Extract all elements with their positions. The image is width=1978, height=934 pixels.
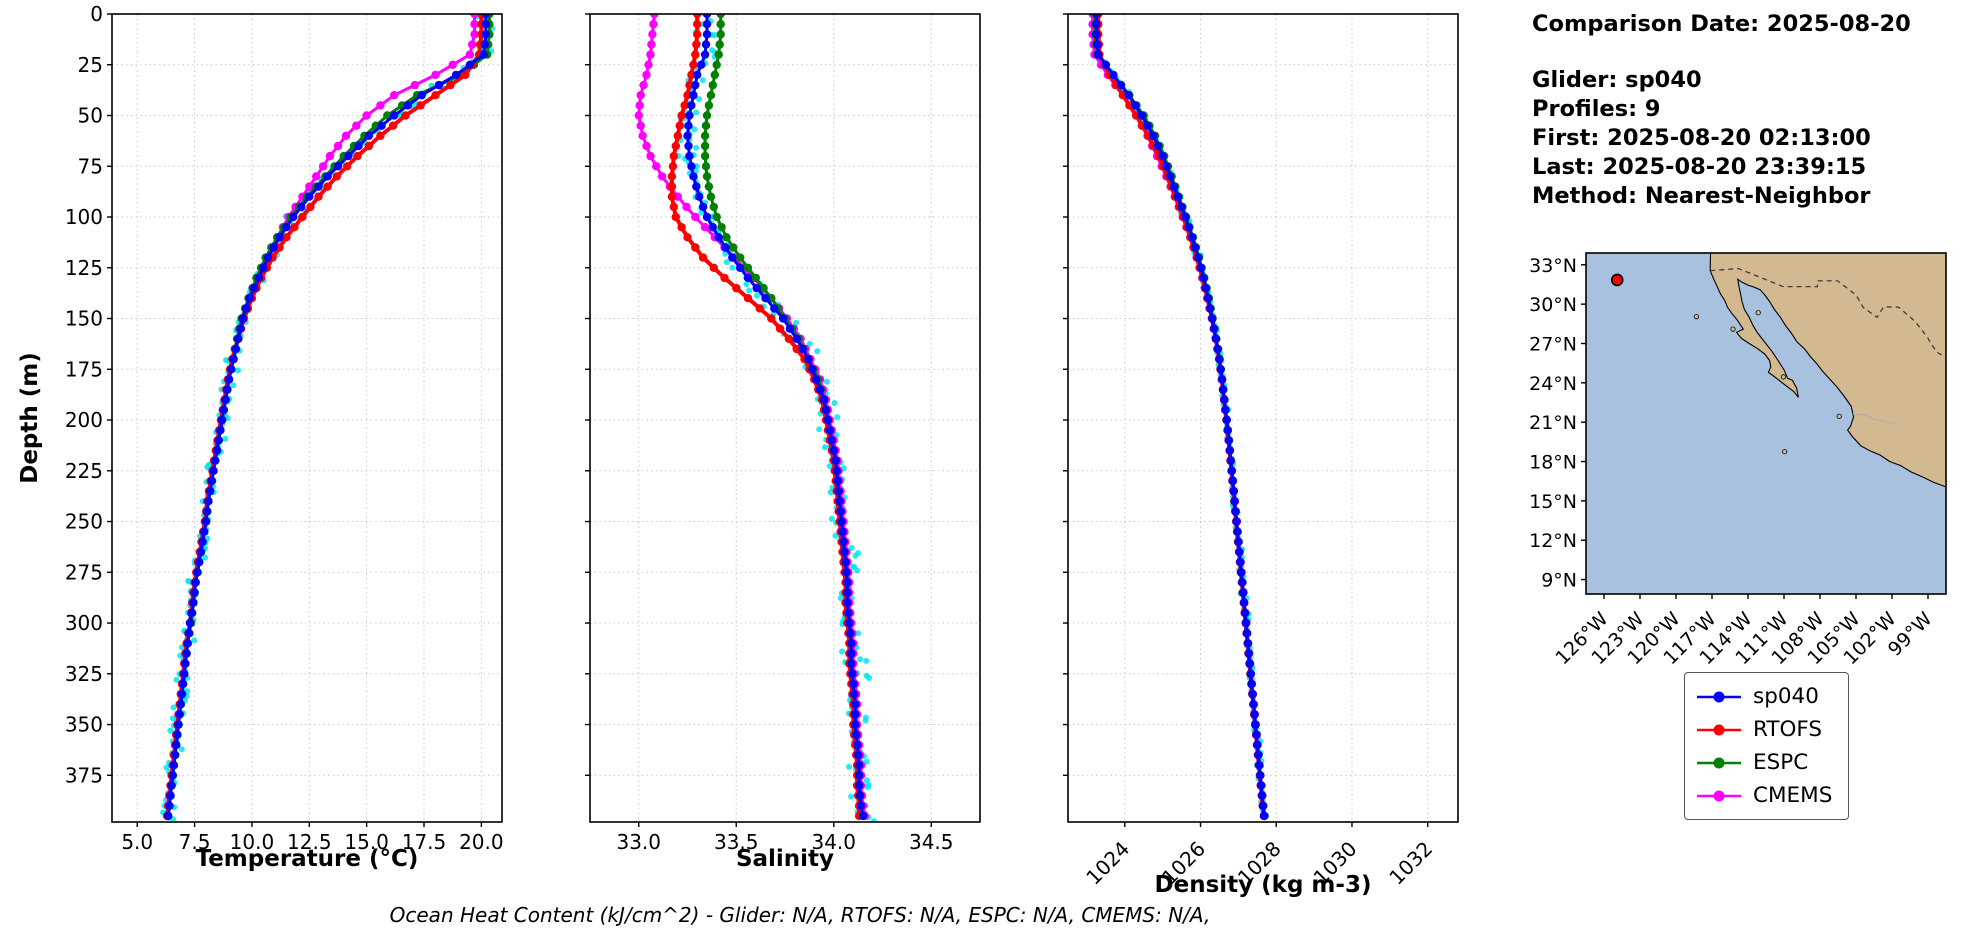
svg-text:125: 125	[65, 256, 103, 280]
glider-position-marker	[1610, 273, 1624, 287]
legend-label: sp040	[1753, 684, 1819, 709]
ohc-caption: Ocean Heat Content (kJ/cm^2) - Glider: N…	[389, 903, 1211, 927]
profiles-count: Profiles: 9	[1532, 96, 1661, 122]
method: Method: Nearest-Neighbor	[1532, 183, 1871, 209]
series-cmems	[162, 14, 479, 821]
salinity-axis-label: Salinity	[735, 846, 835, 872]
legend-line-sample-espc	[1697, 757, 1741, 768]
panel-temperature: 5.0 7.5 10.0 12.5 15.0 17.5 20.0 0 25 50 75 100 125 1…	[65, 2, 504, 854]
svg-text:18°N: 18°N	[1529, 452, 1577, 474]
svg-text:75: 75	[78, 154, 103, 178]
svg-text:100: 100	[65, 205, 103, 229]
map-land	[1709, 253, 1946, 488]
svg-text:12°N: 12°N	[1529, 530, 1577, 552]
temperature-axis-label: Temperature (°C)	[195, 846, 419, 872]
svg-text:30°N: 30°N	[1529, 294, 1577, 316]
first-profile-time: First: 2025-08-20 02:13:00	[1532, 125, 1871, 151]
series-sp040	[1092, 14, 1269, 821]
svg-text:225: 225	[65, 459, 103, 483]
map-island	[1836, 413, 1842, 419]
series-espc	[1091, 14, 1269, 821]
series-cmems	[1088, 14, 1269, 821]
svg-text:15°N: 15°N	[1529, 491, 1577, 513]
svg-text:325: 325	[65, 662, 103, 686]
svg-text:21°N: 21°N	[1529, 412, 1577, 434]
svg-text:12.5: 12.5	[287, 830, 332, 854]
glider-name: Glider: sp040	[1532, 67, 1702, 93]
map-island	[1755, 310, 1761, 316]
svg-text:33.5: 33.5	[714, 830, 759, 854]
density-axis-label: Density (kg m-3)	[1154, 872, 1372, 898]
svg-text:275: 275	[65, 560, 103, 584]
series-rtofs	[1094, 14, 1269, 821]
series-espc	[700, 14, 868, 821]
svg-text:17.5: 17.5	[402, 830, 447, 854]
location-map: 33°N30°N27°N24°N21°N18°N15°N12°N9°N126°W…	[1529, 252, 1947, 669]
map-island	[1780, 374, 1787, 380]
series-espc	[164, 14, 494, 821]
svg-text:175: 175	[65, 357, 103, 381]
svg-text:27°N: 27°N	[1529, 333, 1577, 355]
svg-text:150: 150	[65, 307, 103, 331]
svg-text:250: 250	[65, 510, 103, 534]
svg-text:15.0: 15.0	[344, 830, 389, 854]
svg-text:20.0: 20.0	[459, 830, 504, 854]
legend-line-sample-sp040	[1697, 691, 1741, 702]
last-profile-time: Last: 2025-08-20 23:39:15	[1532, 154, 1867, 180]
svg-text:350: 350	[65, 713, 103, 737]
series-rtofs	[162, 14, 486, 821]
map-us-mexico-border	[1710, 267, 1946, 358]
svg-text:10.0: 10.0	[230, 830, 275, 854]
svg-text:24°N: 24°N	[1529, 373, 1577, 395]
panel-salinity: 33.0 33.5 34.0 34.5	[585, 13, 981, 854]
map-river	[1852, 413, 1895, 425]
legend-item-cmems: CMEMS	[1695, 779, 1832, 812]
svg-text:300: 300	[65, 611, 103, 635]
map-island	[1730, 326, 1736, 332]
legend-label: ESPC	[1753, 750, 1809, 775]
svg-text:34.0: 34.0	[811, 830, 856, 854]
svg-text:9°N: 9°N	[1541, 570, 1577, 592]
legend-line-sample-rtofs	[1697, 724, 1741, 735]
comparison-date: Comparison Date: 2025-08-20	[1532, 11, 1911, 37]
map-island	[1782, 449, 1788, 455]
series-sp040	[683, 14, 868, 821]
svg-text:50: 50	[78, 104, 103, 128]
svg-text:34.5: 34.5	[909, 830, 954, 854]
legend: sp040 RTOFS ESPC CMEMS	[1684, 672, 1850, 820]
svg-text:7.5: 7.5	[179, 830, 211, 854]
series-sp040	[164, 14, 491, 821]
info-spacer	[1532, 39, 1911, 66]
svg-text:33.0: 33.0	[616, 830, 661, 854]
depth-axis-label: Depth (m)	[17, 352, 43, 484]
legend-item-sp040: sp040	[1695, 680, 1832, 713]
legend-item-espc: ESPC	[1695, 746, 1832, 779]
legend-item-rtofs: RTOFS	[1695, 713, 1832, 746]
svg-text:0: 0	[90, 2, 103, 26]
legend-label: CMEMS	[1753, 783, 1833, 808]
legend-label: RTOFS	[1753, 717, 1823, 742]
info-block: Comparison Date: 2025-08-20 Glider: sp04…	[1532, 10, 1911, 211]
glider-raw-scatter	[160, 14, 496, 822]
panel-density: 1024 1026 1028 1030 1032	[1063, 13, 1459, 890]
svg-text:200: 200	[65, 408, 103, 432]
svg-text:25: 25	[78, 53, 103, 77]
svg-text:375: 375	[65, 763, 103, 787]
map-island	[1693, 313, 1700, 320]
legend-line-sample-cmems	[1697, 790, 1741, 801]
svg-text:5.0: 5.0	[121, 830, 153, 854]
glider-raw-scatter	[1090, 14, 1270, 819]
svg-text:33°N: 33°N	[1529, 255, 1577, 277]
